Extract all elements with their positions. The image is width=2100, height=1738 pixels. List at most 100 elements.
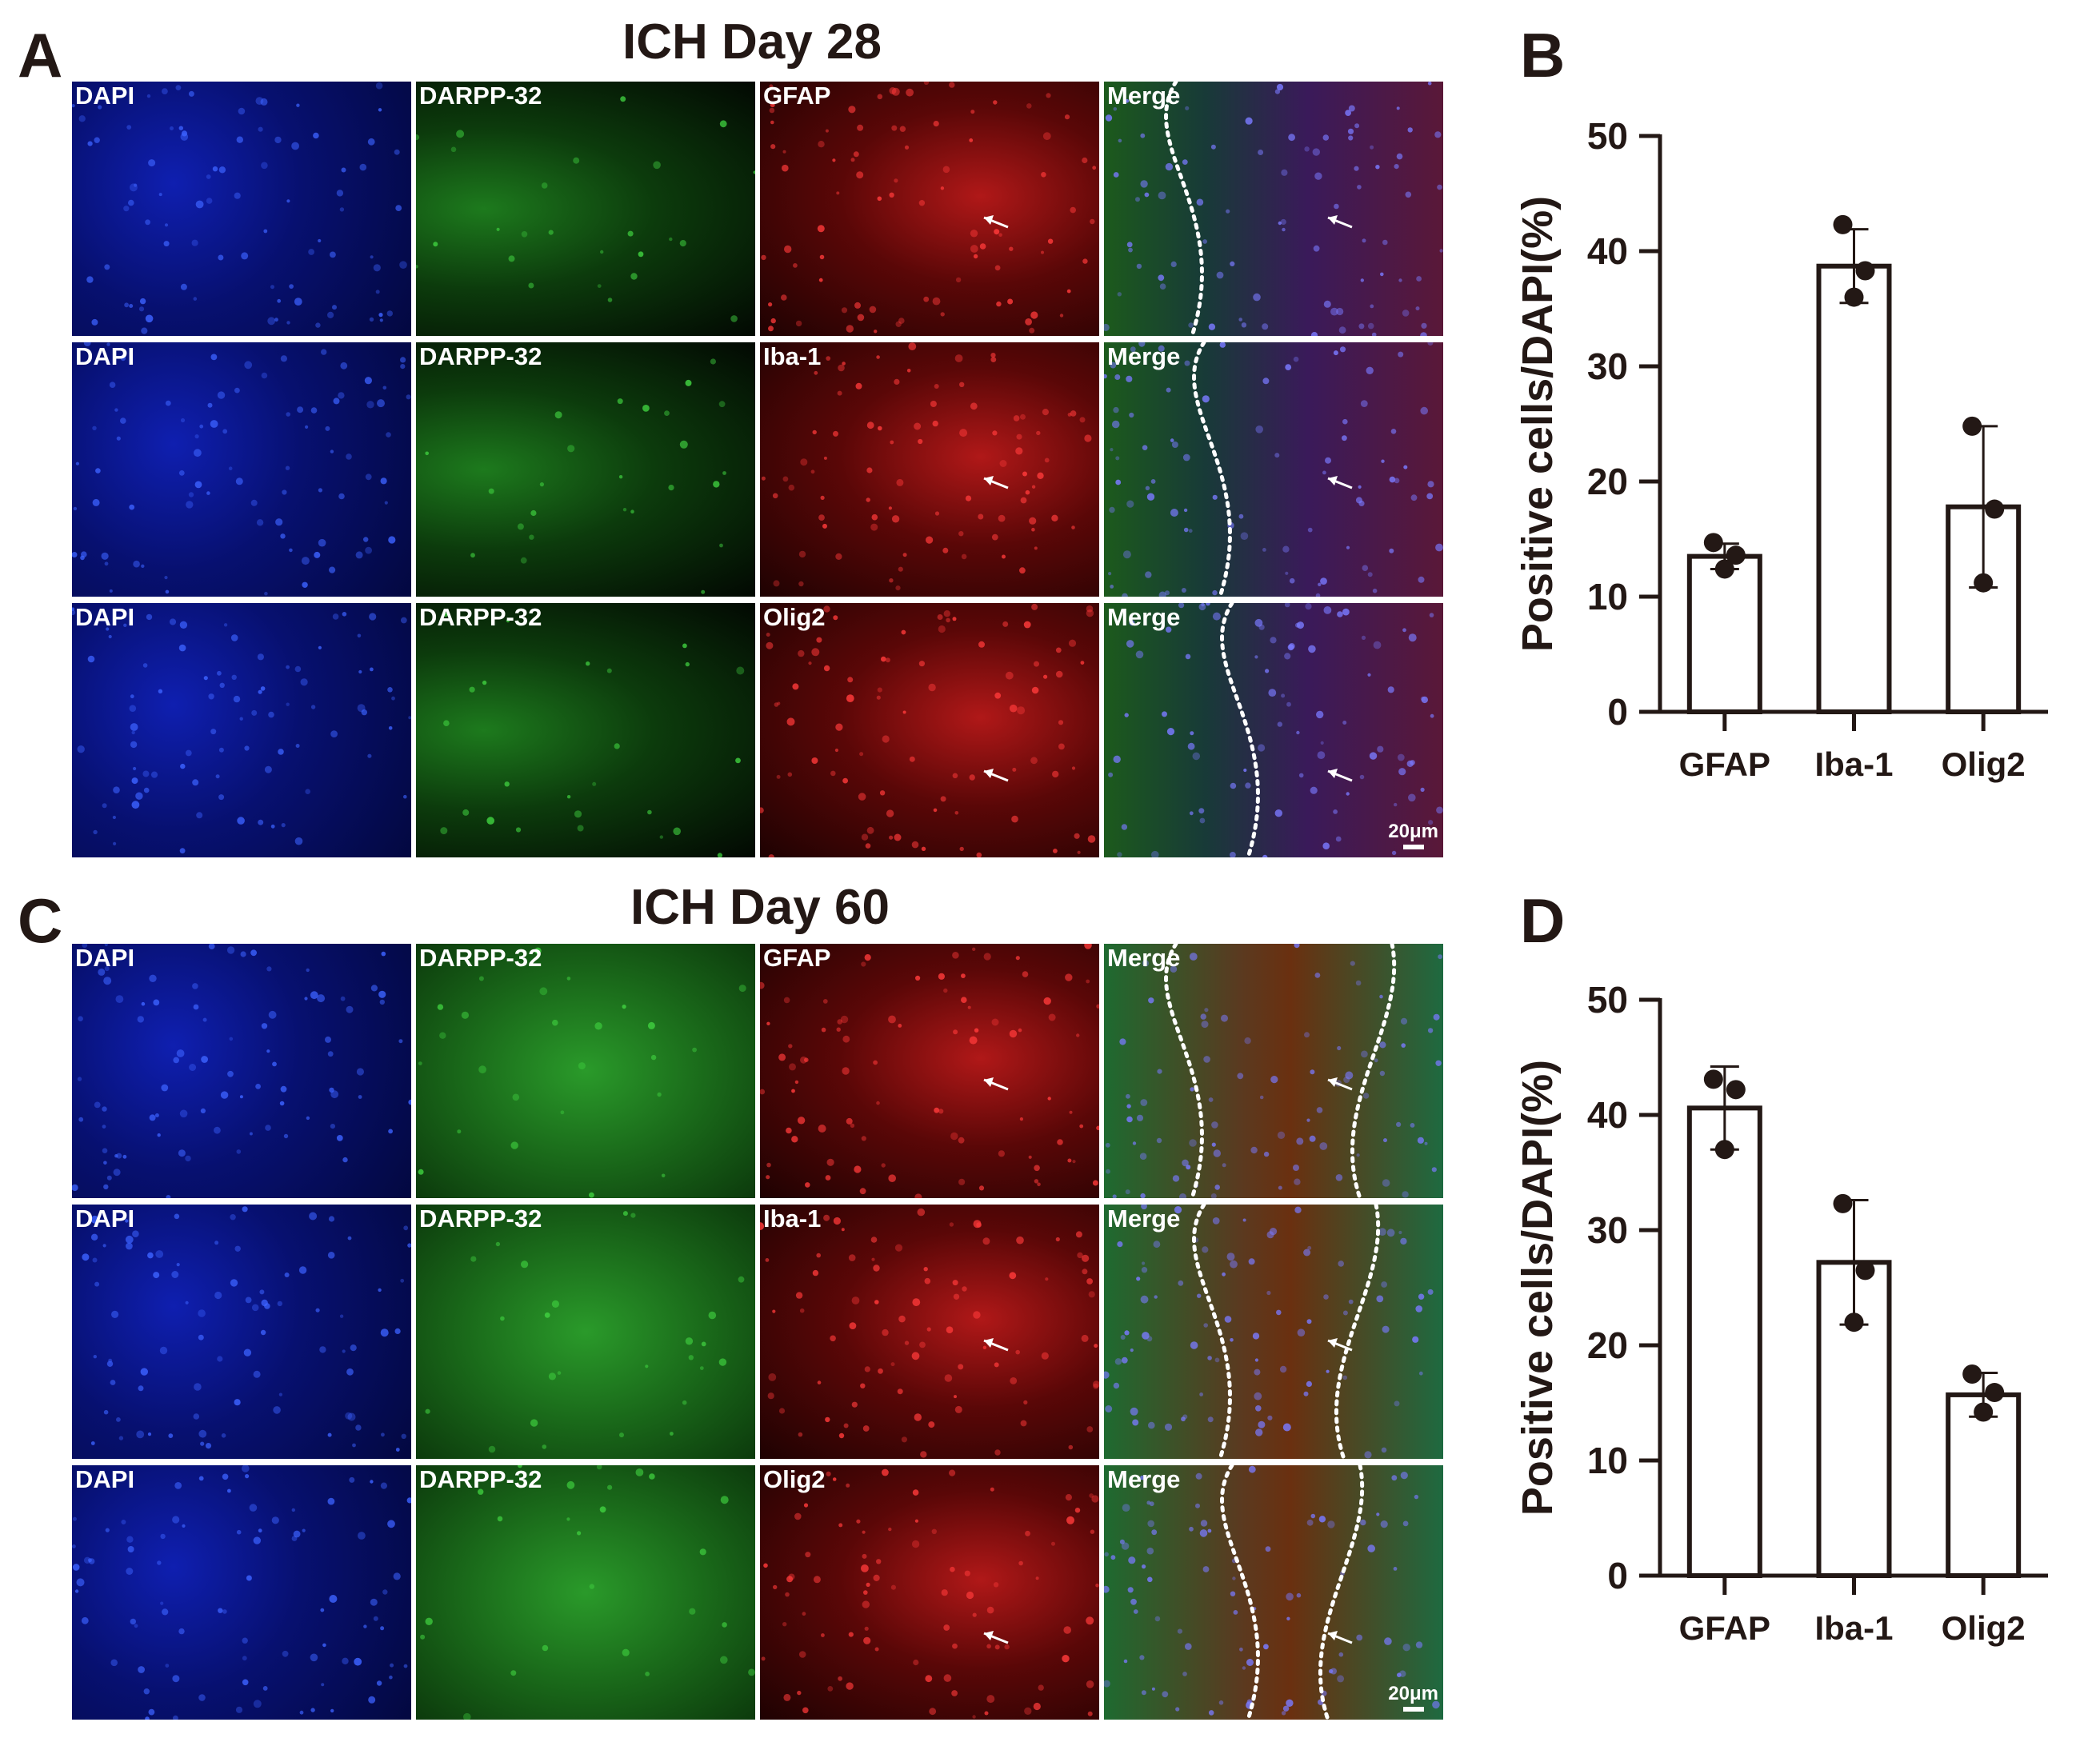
cell-texture	[416, 96, 755, 322]
bar-chart-d: 0 10 20 30 40 50 Positive cells/DAPI(%) GFAP Iba…	[1514, 979, 2048, 1647]
lesion-boundary	[1220, 603, 1260, 857]
lesion-boundary	[1192, 1205, 1232, 1459]
micrograph-tile: DARPP-32	[416, 603, 755, 857]
x-tick-label: GFAP	[1679, 1609, 1770, 1647]
micrograph-tile: Olig2	[760, 603, 1099, 857]
cell-texture	[761, 1468, 1099, 1719]
channel-label: DAPI	[75, 1205, 135, 1233]
scale-bar-label: 20μm	[1388, 821, 1438, 842]
channel-label: DARPP-32	[419, 944, 542, 972]
cell-texture	[72, 607, 411, 854]
panel-letter-d: D	[1520, 885, 1566, 956]
data-point	[1833, 214, 1853, 234]
channel-label: DAPI	[75, 342, 135, 370]
micrograph-grid-day28: DAPI DARPP-32 GFAP Merge DAPI DARPP-32 Iba-1 Me…	[72, 82, 1443, 857]
micrograph-tile: Olig2	[760, 1465, 1099, 1720]
arrow-icon	[1327, 1338, 1353, 1352]
channel-label: DAPI	[75, 944, 135, 972]
data-point	[1703, 533, 1723, 553]
cell-texture	[761, 82, 1097, 334]
cell-texture	[1104, 82, 1443, 336]
y-axis-label: Positive cells/DAPI(%)	[1514, 196, 1562, 652]
y-tick-label: 50	[1587, 115, 1628, 157]
cell-texture	[72, 944, 411, 1198]
y-tick-label: 40	[1587, 230, 1628, 272]
channel-label: DAPI	[75, 1465, 135, 1493]
micrograph-tile: DARPP-32	[416, 342, 755, 597]
micrograph-tile: DAPI	[72, 82, 411, 336]
arrow-icon	[983, 215, 1009, 229]
data-point	[1962, 1364, 1982, 1384]
cell-texture	[72, 1465, 411, 1720]
data-point	[1703, 1069, 1723, 1089]
cell-texture	[420, 1465, 755, 1720]
channel-label: Iba-1	[763, 1205, 822, 1233]
data-point	[1855, 261, 1875, 281]
channel-label: Olig2	[763, 1465, 826, 1493]
panel-letter-a: A	[18, 20, 63, 90]
channel-label: Merge	[1107, 1465, 1181, 1493]
cell-texture	[1105, 944, 1442, 1198]
micrograph-tile: Merge 20μm	[1104, 603, 1443, 857]
channel-label: Merge	[1107, 342, 1181, 370]
data-point	[1726, 1080, 1746, 1100]
bar-chart-b: 0 10 20 30 40 50 Positive cells/DAPI(%) GFAP Iba…	[1514, 115, 2048, 783]
bar	[1686, 1105, 1762, 1579]
y-tick-label: 10	[1587, 1440, 1628, 1481]
channel-label: GFAP	[763, 944, 831, 972]
bar	[1946, 1392, 2022, 1578]
data-point	[1985, 499, 2005, 519]
cell-texture	[72, 82, 407, 334]
micrograph-tile: DAPI	[72, 1465, 411, 1720]
channel-label: DAPI	[75, 603, 135, 631]
y-tick-label: 20	[1587, 1324, 1628, 1366]
channel-label: DARPP-32	[419, 82, 542, 110]
channel-label: Iba-1	[763, 342, 822, 370]
y-tick-label: 0	[1607, 1555, 1628, 1596]
x-tick-label: Iba-1	[1814, 1609, 1893, 1647]
micrograph-tile: Merge 20μm	[1104, 1465, 1443, 1720]
channel-label: DARPP-32	[419, 1465, 542, 1493]
micrograph-tile: DAPI	[72, 342, 411, 597]
data-point	[1962, 416, 1982, 436]
data-point	[1985, 1383, 2005, 1403]
channel-label: DAPI	[75, 82, 135, 110]
scale-bar-line	[1402, 845, 1424, 849]
lesion-boundary	[1164, 82, 1204, 336]
lesion-boundary	[1220, 1465, 1260, 1720]
y-tick-label: 10	[1587, 576, 1628, 617]
data-point	[1726, 545, 1746, 565]
channel-label: Merge	[1107, 1205, 1181, 1233]
panel-letter-b: B	[1520, 20, 1566, 90]
data-point	[1855, 1261, 1875, 1281]
scale-bar-label: 20μm	[1388, 1683, 1438, 1704]
lesion-boundary	[1318, 1465, 1365, 1720]
lesion-boundary	[1350, 944, 1397, 1198]
micrograph-tile: Merge	[1104, 944, 1443, 1198]
cell-texture	[1108, 603, 1443, 857]
scale-bar: 20μm	[1388, 1683, 1438, 1712]
arrow-icon	[1327, 476, 1353, 489]
x-tick-label: Iba-1	[1814, 745, 1893, 783]
micrograph-tile: DAPI	[72, 944, 411, 1198]
cell-texture	[1104, 342, 1443, 597]
cell-texture	[760, 944, 1099, 1198]
channel-label: Merge	[1107, 82, 1181, 110]
micrograph-tile: Iba-1	[760, 342, 1099, 597]
x-tick-label: Olig2	[1942, 1609, 2026, 1647]
micrograph-tile: GFAP	[760, 944, 1099, 1198]
data-point	[1714, 1140, 1734, 1160]
cell-texture	[418, 947, 746, 1198]
channel-label: DARPP-32	[419, 603, 542, 631]
cell-texture	[761, 342, 1092, 591]
cell-texture	[760, 603, 1096, 857]
micrograph-tile: DARPP-32	[416, 1205, 755, 1459]
micrograph-tile: DAPI	[72, 1205, 411, 1459]
data-point	[1844, 1312, 1864, 1332]
y-tick-label: 50	[1587, 979, 1628, 1021]
panel-c-title: ICH Day 60	[630, 880, 890, 935]
channel-label: DARPP-32	[419, 342, 542, 370]
arrow-icon	[983, 769, 1009, 782]
arrow-icon	[983, 1077, 1009, 1091]
cell-texture	[1104, 1465, 1440, 1720]
